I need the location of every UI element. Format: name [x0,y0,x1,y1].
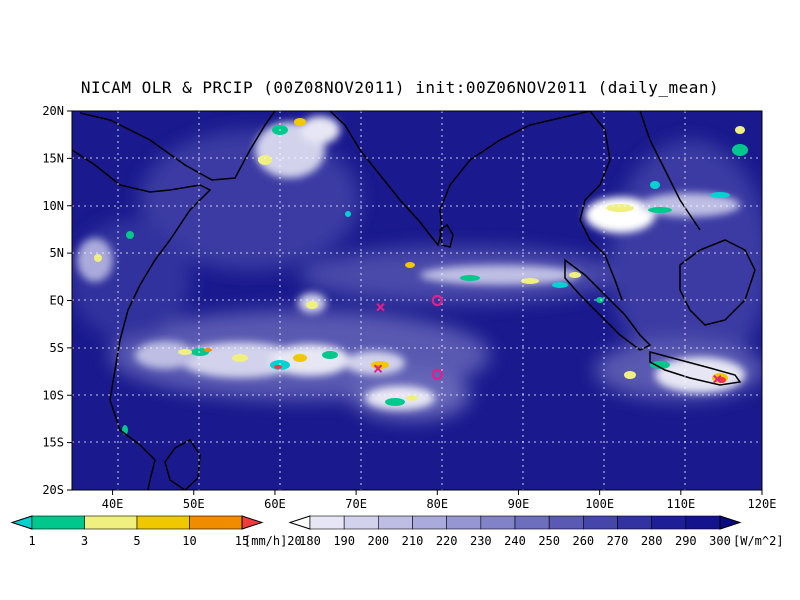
x-marker [713,374,722,384]
colorbar-swatch [514,515,550,530]
olr-colorbar: 180 190 200 210 220 230 240 250 260 270 280 290 300[… [288,515,784,548]
y-tick-label: 5S [50,341,64,355]
y-tick-label: 15S [42,436,64,450]
colorbar-swatch [651,515,687,530]
x-tick-label: 70E [345,497,367,511]
colorbar-level-label: 15 [235,534,249,548]
x-tick-label: 60E [264,497,286,511]
colorbar-high-arrow [241,515,264,530]
chart-title: NICAM OLR & PRCIP (00Z08NOV2011) init:00… [80,78,720,97]
y-tick-label: 20N [42,104,64,118]
storm-markers [373,294,722,384]
colorbar-low-arrow [288,515,311,530]
colorbar-swatch [617,515,652,530]
colorbar-level-label: 250 [538,534,560,548]
grid-lines [72,111,762,490]
colorbar-level-label: 220 [436,534,458,548]
precip-colorbar: 1 3 5 10 15 20[mm/h] [10,515,302,548]
colorbar-swatch [343,515,379,530]
colorbar-swatch [446,515,482,530]
colorbar-unit-label: [mm/h] [244,534,287,548]
x-tick-label: 100E [585,497,614,511]
colorbar-level-label: 190 [333,534,355,548]
colorbar-level-label: 290 [675,534,697,548]
y-tick-label: 15N [42,151,64,165]
y-tick-label: EQ [50,294,64,308]
colorbar-swatch [412,515,447,530]
colorbar-level-label: 10 [182,534,196,548]
y-tick-label: 10S [42,388,64,402]
colorbar-level-label: 210 [402,534,424,548]
colorbar-level-label: 1 [28,534,35,548]
colorbar-low-arrow [10,515,33,530]
colorbar-level-label: 240 [504,534,526,548]
x-marker [373,364,383,373]
colorbar-level-label: 5 [133,534,140,548]
circle-marker [431,294,443,307]
y-tick-label: 10N [42,199,64,213]
x-tick-label: 80E [426,497,448,511]
colorbar-unit-label: [W/m^2] [733,534,784,548]
precip-blobs [94,118,748,435]
x-tick-label: 40E [102,497,124,511]
colorbar-swatch [685,515,721,530]
colorbar-high-arrow [719,515,742,530]
circle-marker [431,368,443,381]
colorbar-swatch [309,515,345,530]
colorbar-level-label: 230 [470,534,492,548]
colorbar-level-label: 180 [299,534,321,548]
colorbar-swatch [136,515,190,530]
colorbar-level-label: 260 [572,534,594,548]
colorbar-swatch [31,515,85,530]
colorbar-swatch [189,515,243,530]
coastlines [72,111,756,490]
colorbar-swatch [378,515,413,530]
colorbar-swatch [480,515,516,530]
y-tick-label: 5N [50,246,64,260]
y-tick-label: 20S [42,483,64,497]
colorbar-swatch [548,515,584,530]
colorbar-level-label: 270 [607,534,629,548]
x-tick-label: 90E [508,497,530,511]
x-tick-label: 50E [183,497,205,511]
colorbar-swatch [583,515,618,530]
colorbar-level-label: 300 [709,534,731,548]
x-tick-label: 110E [666,497,695,511]
colorbar-level-label: 200 [367,534,389,548]
map-field [72,111,762,490]
x-tick-label: 120E [748,497,777,511]
colorbar-level-label: 280 [641,534,663,548]
colorbar-level-label: 3 [81,534,88,548]
x-marker [376,302,385,312]
axes: 40E 50E 60E 70E 80E 90E 100E 110E 120E 20N 15N 10N 5… [42,104,776,511]
colorbar-level-label: 20 [287,534,301,548]
colorbar-swatch [84,515,138,530]
